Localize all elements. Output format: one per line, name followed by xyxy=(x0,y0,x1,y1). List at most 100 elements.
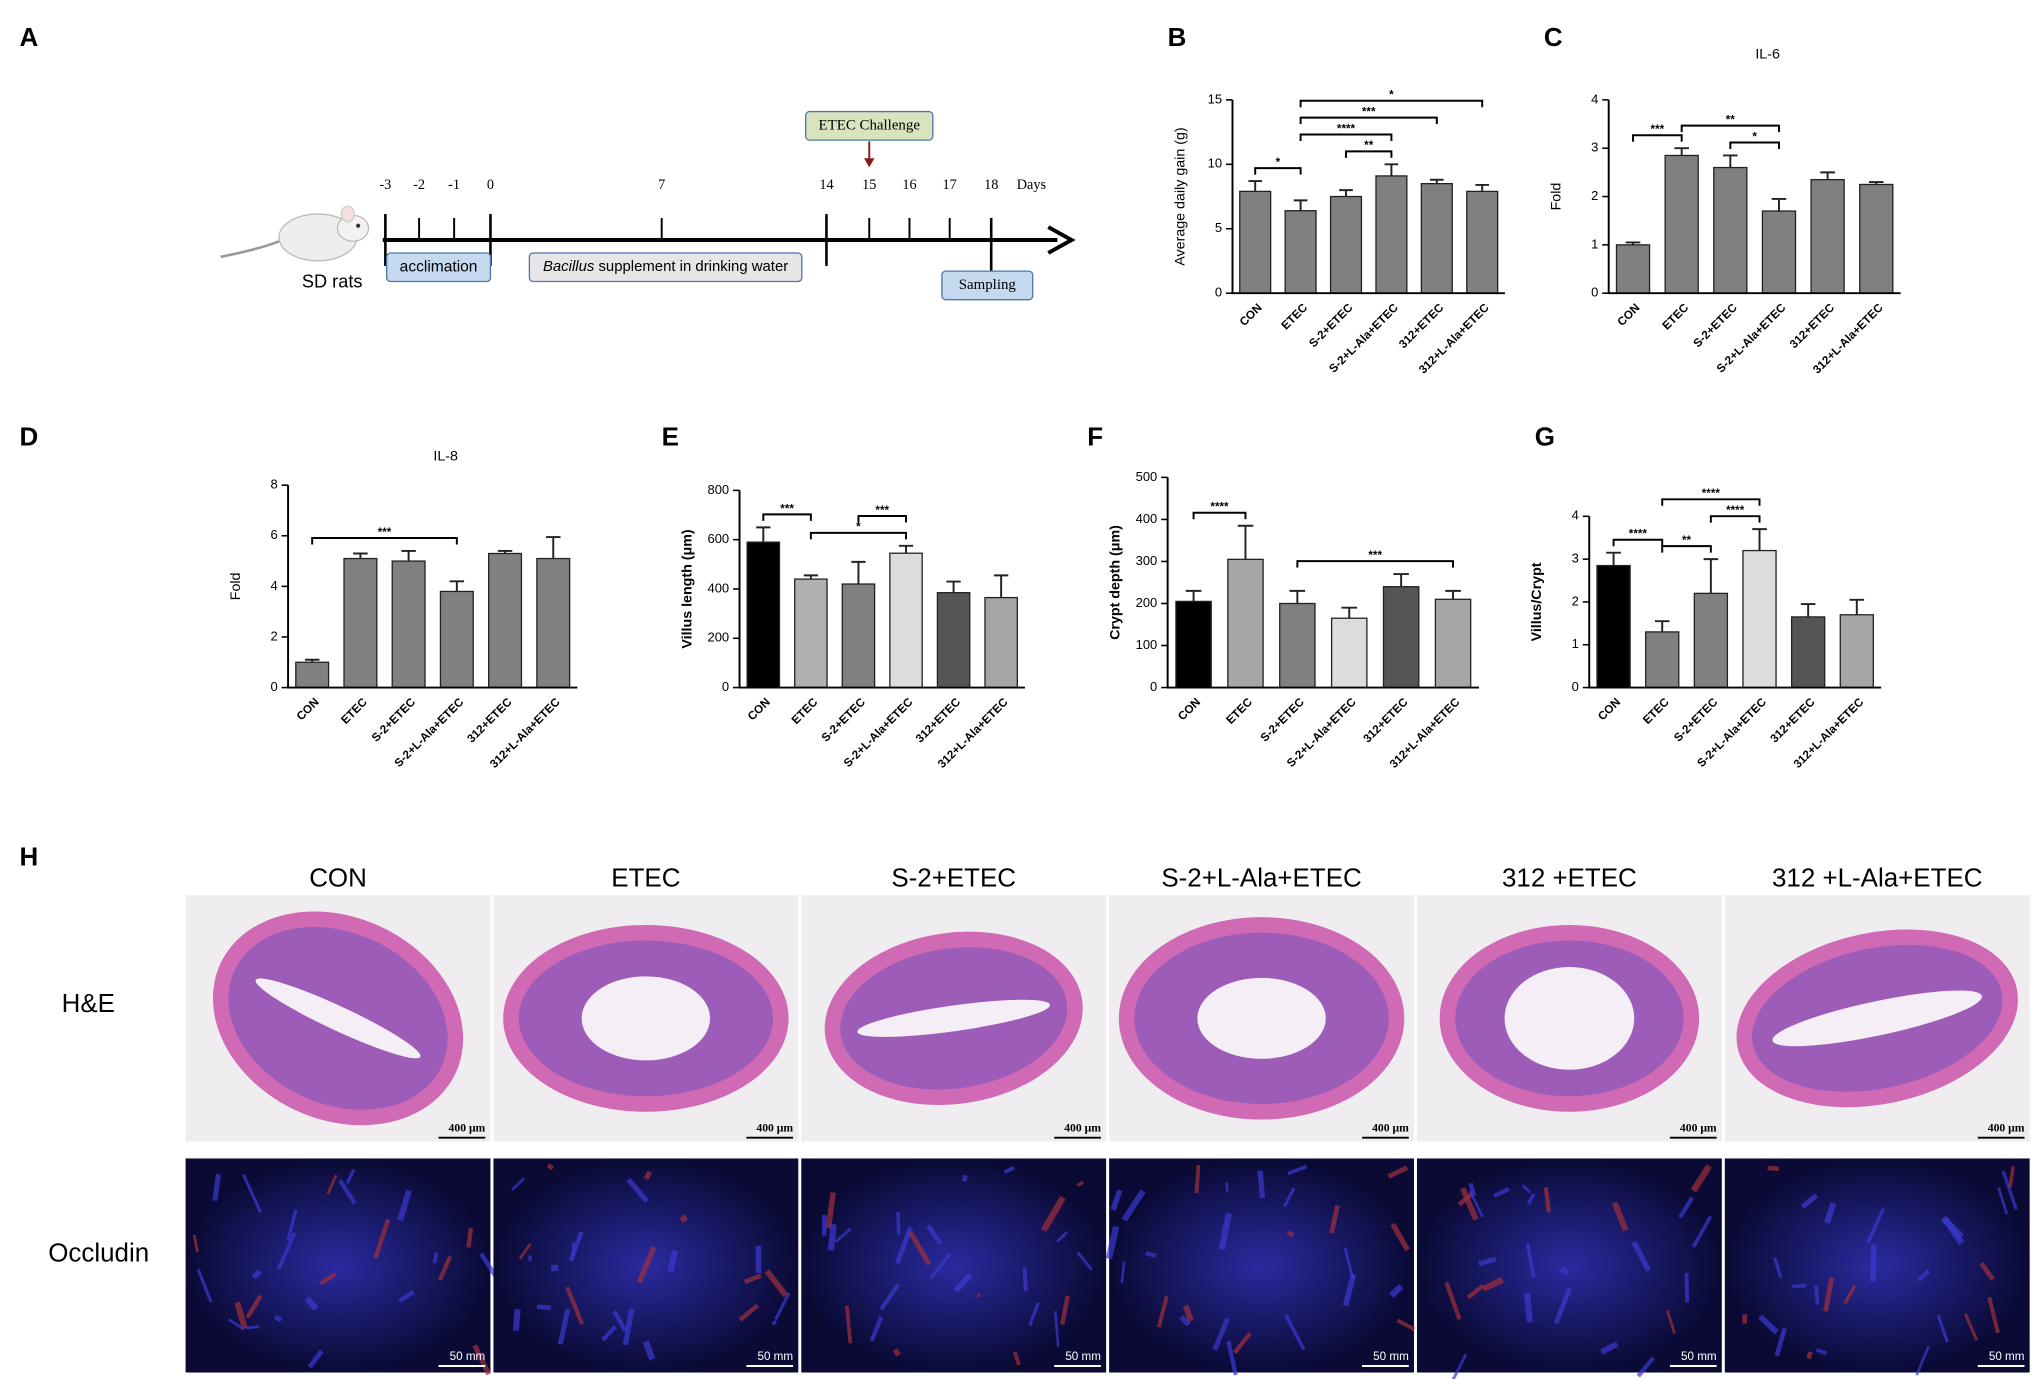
group-header: 312 +L-Ala+ETEC xyxy=(1772,864,1983,892)
occludin-signal xyxy=(1987,1296,2000,1334)
error-bar xyxy=(1820,171,1835,180)
occludin-signal xyxy=(834,1227,852,1243)
row-label: Occludin xyxy=(48,1239,149,1267)
significance-label: * xyxy=(1389,89,1394,102)
occludin-signal xyxy=(1553,1287,1572,1325)
occludin-signal xyxy=(1286,1230,1295,1238)
occludin-signal xyxy=(398,1290,415,1303)
y-tick-label: 600 xyxy=(708,531,730,546)
significance-bracket xyxy=(1680,124,1780,133)
error-bar xyxy=(449,580,465,592)
scale-bar-label: 400 μm xyxy=(1988,1121,2025,1134)
error-bar xyxy=(1293,199,1308,211)
phase-label: acclimation xyxy=(400,258,478,275)
occludin-signal xyxy=(242,1174,262,1214)
occludin-signal xyxy=(1963,1312,1979,1342)
occludin-signal xyxy=(1684,1272,1690,1303)
y-axis-label: Villus length (μm) xyxy=(679,529,695,649)
occludin-signal xyxy=(2008,1166,2015,1188)
occludin-signal xyxy=(234,1301,248,1330)
occludin-signal xyxy=(1559,1266,1570,1276)
occludin-signal xyxy=(743,1273,762,1284)
bar xyxy=(1284,210,1317,294)
occludin-signal xyxy=(895,1226,914,1265)
occludin-signal xyxy=(1182,1304,1194,1322)
occludin-signal xyxy=(1915,1345,1931,1376)
occludin-signal xyxy=(667,1249,679,1273)
significance-bracket xyxy=(1299,116,1438,125)
y-tick-label: 5 xyxy=(1215,220,1222,235)
y-tick-label: 0 xyxy=(1150,679,1157,694)
occludin-signal xyxy=(1387,1165,1409,1179)
x-tick-label: 312+ETEC xyxy=(1768,695,1818,745)
occludin-signal xyxy=(1823,1277,1835,1312)
occludin-signal xyxy=(764,1269,789,1298)
bar xyxy=(1810,178,1845,294)
occludin-signal xyxy=(1917,1269,1931,1282)
panel-label: E xyxy=(662,423,679,451)
error-bar xyxy=(1703,558,1719,594)
axes xyxy=(1607,99,1901,295)
day-label: 14 xyxy=(819,177,833,193)
y-tick-label: 10 xyxy=(1208,156,1222,171)
bar xyxy=(1693,592,1729,689)
day-label: -1 xyxy=(448,177,460,193)
occludin-signal xyxy=(679,1214,688,1223)
x-tick-label: S-2+ETEC xyxy=(1258,695,1307,744)
occludin-signal xyxy=(845,1305,853,1344)
occludin-signal xyxy=(1525,1243,1536,1278)
occludin-signal xyxy=(432,1252,439,1264)
x-tick-label: ETEC xyxy=(339,695,371,727)
y-tick-label: 1 xyxy=(1591,236,1598,251)
significance-label: *** xyxy=(1362,106,1376,119)
error-bar xyxy=(1289,589,1306,604)
significance-bracket xyxy=(1632,134,1683,142)
bar xyxy=(1382,586,1420,689)
occludin-signal xyxy=(1284,1314,1306,1351)
occludin-signal xyxy=(1076,1251,1093,1271)
occludin-signal xyxy=(1866,1207,1886,1244)
day-label: 18 xyxy=(984,177,998,193)
panel-label: H xyxy=(20,844,39,872)
bar xyxy=(984,596,1018,689)
occludin-signal xyxy=(926,1224,943,1245)
occludin-signal xyxy=(1543,1187,1551,1213)
occludin-signal xyxy=(626,1177,649,1203)
bar xyxy=(1279,602,1316,689)
rat-illustration xyxy=(220,205,370,262)
occludin-signal xyxy=(1773,1257,1783,1279)
scale-bar-label: 50 mm xyxy=(1373,1350,1409,1363)
bar xyxy=(794,578,828,689)
occludin-signal xyxy=(827,1224,837,1251)
error-bar xyxy=(898,544,914,554)
day-label: 0 xyxy=(487,177,494,193)
x-tick-label: CON xyxy=(745,696,773,724)
error-bar xyxy=(1185,589,1202,602)
y-tick-label: 3 xyxy=(1572,551,1579,566)
bar xyxy=(1761,210,1797,294)
occludin-signal xyxy=(1257,1170,1266,1199)
occludin-signal xyxy=(397,1189,412,1222)
scale-bar-label: 50 mm xyxy=(1681,1350,1717,1363)
occludin-signal xyxy=(643,1170,653,1181)
occludin-image xyxy=(185,1158,491,1373)
occludin-signal xyxy=(245,1294,263,1319)
significance-label: *** xyxy=(875,504,889,517)
occludin-signal xyxy=(1997,1187,2009,1215)
occludin-signal xyxy=(1459,1187,1479,1221)
error-bar xyxy=(1606,551,1621,566)
occludin-signal xyxy=(1824,1202,1837,1225)
occludin-signal xyxy=(565,1286,584,1325)
occludin-signal xyxy=(1636,1356,1655,1378)
occludin-signal xyxy=(274,1314,283,1322)
bar xyxy=(1839,614,1874,689)
row-label: H&E xyxy=(62,990,115,1018)
occludin-signal xyxy=(1105,1225,1120,1260)
phase-box xyxy=(528,252,803,283)
bar xyxy=(1790,616,1826,689)
significance-bracket xyxy=(762,513,812,521)
sampling-label: Sampling xyxy=(959,277,1017,293)
error-bar xyxy=(1771,197,1787,212)
significance-label: **** xyxy=(1629,528,1648,541)
occludin-signal xyxy=(1979,1261,1995,1281)
